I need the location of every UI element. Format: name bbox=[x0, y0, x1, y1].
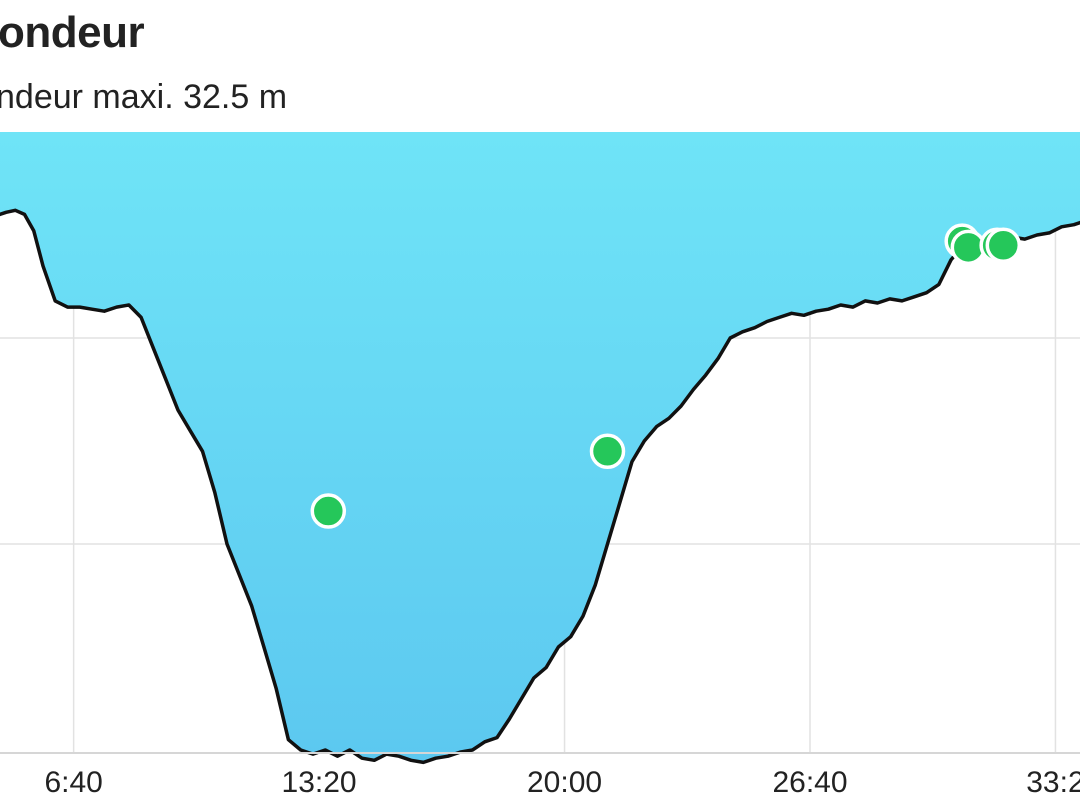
depth-profile-line bbox=[0, 208, 1080, 765]
event-marker-5[interactable] bbox=[985, 227, 1022, 264]
x-tick-label-2: 20:00 bbox=[527, 766, 602, 799]
marker-layer bbox=[310, 223, 1022, 529]
x-tick-label-0: 6:40 bbox=[44, 766, 102, 799]
event-marker-3[interactable] bbox=[950, 229, 987, 266]
page-title: ondeur bbox=[0, 8, 145, 57]
event-marker-0[interactable] bbox=[310, 493, 347, 529]
x-tick-label-4: 33:2 bbox=[1026, 766, 1080, 799]
x-tick-labels: 6:40 13:20 20:00 26:40 33:2 bbox=[44, 766, 1080, 799]
event-marker-1[interactable] bbox=[589, 433, 626, 470]
x-tick-label-3: 26:40 bbox=[772, 766, 847, 799]
depth-area-fill bbox=[0, 132, 1080, 763]
max-depth-label: ndeur maxi. 32.5 m bbox=[0, 78, 288, 116]
x-tick-label-1: 13:20 bbox=[282, 766, 357, 799]
